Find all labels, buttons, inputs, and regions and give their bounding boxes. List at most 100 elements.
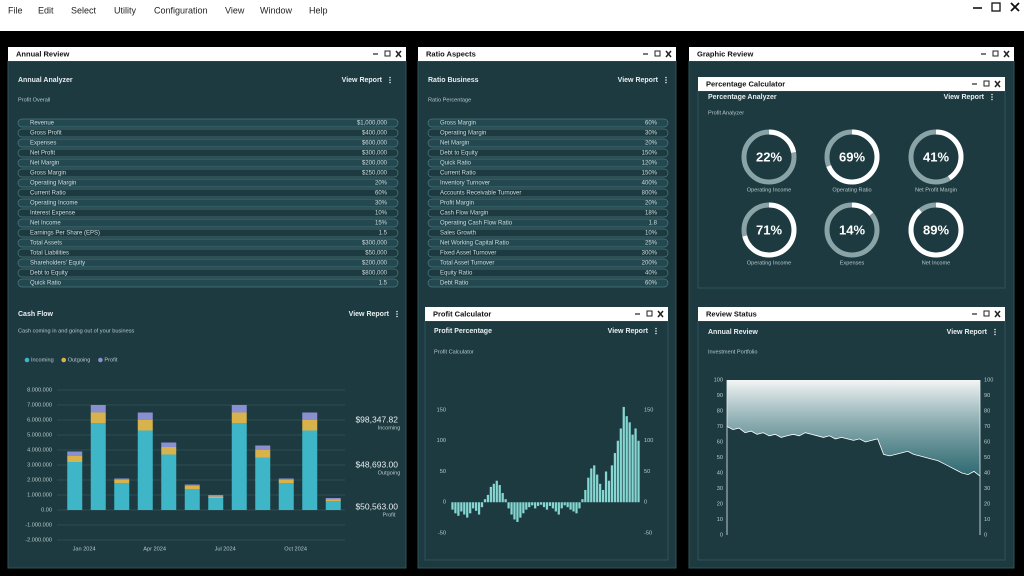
- restore-button[interactable]: [992, 50, 999, 57]
- more-menu[interactable]: [991, 96, 993, 98]
- bar: [578, 502, 581, 509]
- bar: [542, 502, 546, 508]
- menu-item[interactable]: View: [225, 5, 245, 15]
- row-value: 30%: [645, 131, 658, 137]
- more-menu[interactable]: [396, 313, 398, 315]
- summary-value: $50,563.00: [355, 501, 398, 511]
- row-pill: [17, 238, 399, 248]
- view-report-button[interactable]: View Report: [349, 311, 390, 318]
- restore-button[interactable]: [983, 80, 990, 87]
- more-menu[interactable]: [396, 315, 398, 318]
- more-menu[interactable]: [991, 98, 993, 101]
- y2-tick-label: 30: [984, 486, 990, 492]
- more-menu[interactable]: [389, 79, 391, 81]
- bar: [504, 499, 507, 503]
- legend-label: Outgoing: [68, 357, 91, 363]
- app-close[interactable]: [1010, 2, 1020, 12]
- more-menu[interactable]: [665, 76, 667, 79]
- bar: [593, 465, 596, 503]
- row-pill: [427, 128, 669, 138]
- row-label: Net Margin: [30, 161, 59, 167]
- row-value: 10%: [375, 211, 388, 217]
- x-tick-label: Oct 2024: [284, 546, 307, 552]
- row-label: Expenses: [30, 141, 56, 147]
- row-pill: [427, 218, 669, 228]
- view-report-button[interactable]: View Report: [618, 77, 659, 84]
- row-value: $800,000: [362, 271, 388, 277]
- x-tick-label: Jan 2024: [73, 546, 96, 552]
- gauge-value: 71%: [756, 222, 782, 237]
- more-menu[interactable]: [994, 328, 996, 331]
- row-value: $600,000: [362, 141, 388, 147]
- bar-segment: [184, 486, 200, 489]
- more-menu[interactable]: [994, 331, 996, 333]
- close-button[interactable]: [665, 50, 672, 58]
- menu-item[interactable]: Utility: [114, 5, 136, 15]
- menu-item[interactable]: Edit: [38, 5, 54, 15]
- more-menu[interactable]: [655, 327, 657, 330]
- menu-item[interactable]: Help: [309, 5, 328, 15]
- bar-segment: [137, 412, 153, 420]
- summary-value: $98,347.82: [355, 414, 398, 424]
- more-menu[interactable]: [655, 332, 657, 335]
- row-value: $200,000: [362, 161, 388, 167]
- y-tick-label: 20: [717, 501, 723, 507]
- bar: [486, 494, 490, 503]
- close-button[interactable]: [1003, 50, 1010, 58]
- bar: [534, 502, 537, 509]
- bar: [483, 499, 487, 503]
- close-button[interactable]: [994, 80, 1001, 88]
- bar-segment: [67, 462, 83, 510]
- row-pill: [427, 268, 669, 278]
- legend-swatch: [61, 357, 67, 363]
- view-report-button[interactable]: View Report: [947, 329, 988, 336]
- section-title: Annual Analyzer: [18, 77, 73, 84]
- menu-item[interactable]: File: [8, 5, 23, 15]
- more-menu[interactable]: [396, 310, 398, 313]
- view-report-button[interactable]: View Report: [342, 77, 383, 84]
- view-report-button[interactable]: View Report: [608, 328, 649, 335]
- more-menu[interactable]: [389, 81, 391, 84]
- row-pill: [427, 258, 669, 268]
- row-value: 150%: [642, 171, 658, 177]
- window-titlebar: [425, 307, 668, 321]
- more-menu[interactable]: [994, 333, 996, 336]
- close-button[interactable]: [657, 310, 664, 318]
- restore-button[interactable]: [983, 310, 990, 317]
- window-title: Ratio Aspects: [426, 49, 476, 58]
- bar-segment: [255, 450, 271, 458]
- menu-item[interactable]: Window: [260, 5, 293, 15]
- window-titlebar: [8, 47, 406, 61]
- summary-label: Profit: [382, 512, 396, 518]
- row-label: Earnings Per Share (EPS): [30, 231, 100, 237]
- bar: [501, 493, 504, 503]
- row-pill: [17, 278, 399, 288]
- app-restore[interactable]: [991, 2, 1001, 12]
- more-menu[interactable]: [655, 330, 657, 332]
- bar: [474, 502, 478, 511]
- row-label: Operating Cash Flow Ratio: [440, 221, 513, 227]
- row-value: 60%: [645, 281, 658, 287]
- view-report-button[interactable]: View Report: [944, 94, 985, 101]
- menu-item[interactable]: Configuration: [154, 5, 208, 15]
- more-menu[interactable]: [991, 93, 993, 96]
- menu-item[interactable]: Select: [71, 5, 97, 15]
- bar: [489, 486, 492, 503]
- restore-button[interactable]: [646, 310, 653, 317]
- restore-button[interactable]: [654, 50, 661, 57]
- bar: [622, 406, 625, 503]
- row-value: 150%: [642, 151, 658, 157]
- bar-segment: [161, 442, 177, 447]
- more-menu[interactable]: [389, 76, 391, 79]
- gauge-arc: [908, 129, 964, 185]
- y2-tick-label: 80: [984, 408, 990, 414]
- row-label: Debt Ratio: [440, 281, 469, 287]
- close-button[interactable]: [395, 50, 402, 58]
- close-button[interactable]: [994, 310, 1001, 318]
- y-tick-label: 0: [443, 500, 446, 506]
- more-menu[interactable]: [665, 79, 667, 81]
- row-pill: [427, 248, 669, 258]
- more-menu[interactable]: [665, 81, 667, 84]
- restore-button[interactable]: [384, 50, 391, 57]
- row-pill: [427, 188, 669, 198]
